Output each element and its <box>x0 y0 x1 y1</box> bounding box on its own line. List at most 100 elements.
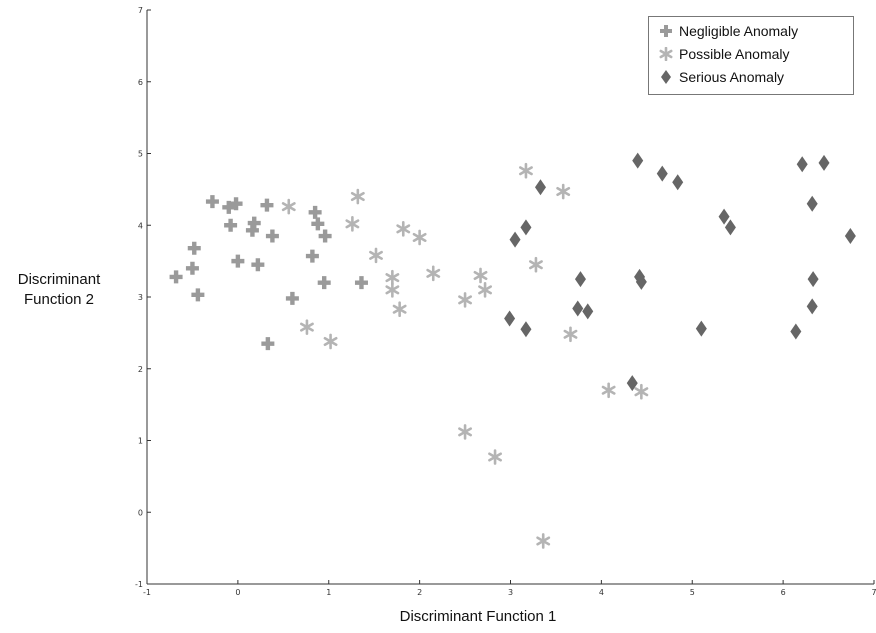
plus-point <box>191 288 205 302</box>
asterisk-point <box>458 424 472 440</box>
asterisk-stroke <box>556 186 571 197</box>
asterisk-point <box>385 269 400 286</box>
asterisk-stroke <box>458 295 472 305</box>
plus-point <box>318 229 332 243</box>
diamond-point <box>724 219 736 236</box>
asterisk-point <box>473 267 488 284</box>
asterisk-point <box>300 319 314 335</box>
asterisk-point <box>458 292 472 308</box>
legend-item-negligible: Negligible Anomaly <box>659 23 798 39</box>
diamond-point <box>806 195 818 212</box>
diamond-point <box>520 321 532 338</box>
asterisk-point <box>392 301 407 317</box>
x-tick-label: 5 <box>690 588 695 597</box>
plus-marker-icon <box>660 25 672 37</box>
diamond-point <box>818 154 830 171</box>
x-tick-label: 6 <box>781 588 786 597</box>
asterisk-stroke <box>601 385 616 395</box>
asterisk-stroke <box>385 273 400 283</box>
diamond-point <box>807 271 819 288</box>
asterisk-stroke <box>350 192 365 202</box>
asterisk-stroke <box>473 270 488 281</box>
plus-point <box>205 195 219 209</box>
asterisk-point <box>488 449 502 465</box>
asterisk-point <box>385 282 400 298</box>
plus-point <box>231 254 245 268</box>
y-tick-label: -1 <box>135 580 143 589</box>
x-tick-label: -1 <box>143 588 151 597</box>
asterisk-point <box>536 533 551 549</box>
plus-point <box>224 218 238 232</box>
asterisk-point <box>412 229 427 246</box>
y-tick-label: 6 <box>138 78 143 87</box>
plus-point <box>245 223 259 237</box>
x-tick-label: 3 <box>508 588 513 597</box>
asterisk-stroke <box>412 232 427 242</box>
y-axis-label-text: Discriminant Function 2 <box>18 271 101 308</box>
asterisk-marker-icon <box>659 47 673 61</box>
asterisk-stroke <box>426 268 441 278</box>
y-tick-label: 2 <box>138 365 143 374</box>
diamond-point <box>672 174 684 191</box>
diamond-point <box>574 271 586 288</box>
diamond-point <box>520 219 532 236</box>
plus-point <box>317 276 331 290</box>
diamond-point <box>806 298 818 315</box>
asterisk-point <box>345 216 360 232</box>
asterisk-stroke <box>563 329 578 339</box>
y-axis-label: Discriminant Function 2 <box>0 270 118 310</box>
diamond-point <box>626 375 638 392</box>
diamond-point <box>635 273 647 290</box>
series-possible-anomaly <box>281 162 649 549</box>
asterisk-stroke <box>392 304 407 314</box>
y-tick-label: 3 <box>138 293 143 302</box>
asterisk-point <box>281 198 296 215</box>
plus-point <box>251 258 265 272</box>
asterisk-stroke <box>488 452 502 462</box>
x-tick-label: 7 <box>871 588 876 597</box>
asterisk-point <box>519 162 533 179</box>
asterisk-point <box>478 282 492 298</box>
asterisk-point <box>426 265 441 282</box>
plus-point <box>169 270 183 284</box>
asterisk-stroke <box>536 536 551 546</box>
plus-point <box>305 249 319 263</box>
plus-point <box>285 291 299 305</box>
y-tick-label: 7 <box>138 6 143 15</box>
y-tick-label: 1 <box>138 437 143 446</box>
asterisk-point <box>529 256 543 273</box>
asterisk-stroke <box>323 336 338 347</box>
asterisk-point <box>369 247 383 264</box>
y-tick-label: 0 <box>138 508 143 517</box>
legend-item-possible: Possible Anomaly <box>659 46 790 62</box>
asterisk-stroke <box>396 224 411 234</box>
x-tick-label: 0 <box>235 588 240 597</box>
asterisk-stroke <box>300 322 314 332</box>
plus-point <box>354 276 368 290</box>
plus-point <box>229 197 243 211</box>
x-tick-label: 2 <box>417 588 422 597</box>
diamond-point <box>572 300 584 317</box>
y-axis-label-line2: Function 2 <box>23 291 95 308</box>
diamond-point <box>504 310 516 327</box>
plus-point <box>261 337 275 351</box>
diamond-point <box>509 231 521 248</box>
asterisk-point <box>634 383 649 400</box>
plus-point <box>265 229 279 243</box>
y-tick-label: 4 <box>138 221 143 230</box>
y-axis-label-line1: Discriminant <box>17 271 101 288</box>
diamond-point <box>790 323 802 340</box>
asterisk-stroke <box>458 427 472 437</box>
diamond-point <box>796 156 808 173</box>
diamond-marker-icon <box>661 70 671 84</box>
x-axis-label: Discriminant Function 1 <box>399 608 557 625</box>
asterisk-stroke <box>345 219 360 229</box>
diamond-point <box>844 228 856 245</box>
diamond-point <box>582 303 594 320</box>
diamond-point <box>632 152 644 169</box>
series-negligible-anomaly <box>169 195 368 351</box>
asterisk-stroke <box>369 250 383 260</box>
asterisk-stroke <box>385 285 400 295</box>
plus-point <box>222 200 236 214</box>
